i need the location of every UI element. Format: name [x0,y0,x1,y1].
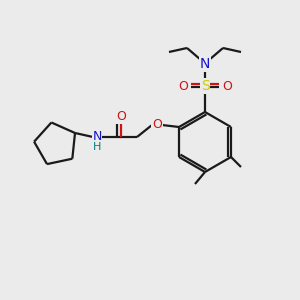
Text: N: N [92,130,102,143]
Text: O: O [116,110,126,122]
Text: O: O [152,118,162,131]
Text: S: S [201,79,209,93]
Text: N: N [200,57,210,71]
Text: H: H [93,142,101,152]
Text: O: O [178,80,188,92]
Text: O: O [222,80,232,92]
